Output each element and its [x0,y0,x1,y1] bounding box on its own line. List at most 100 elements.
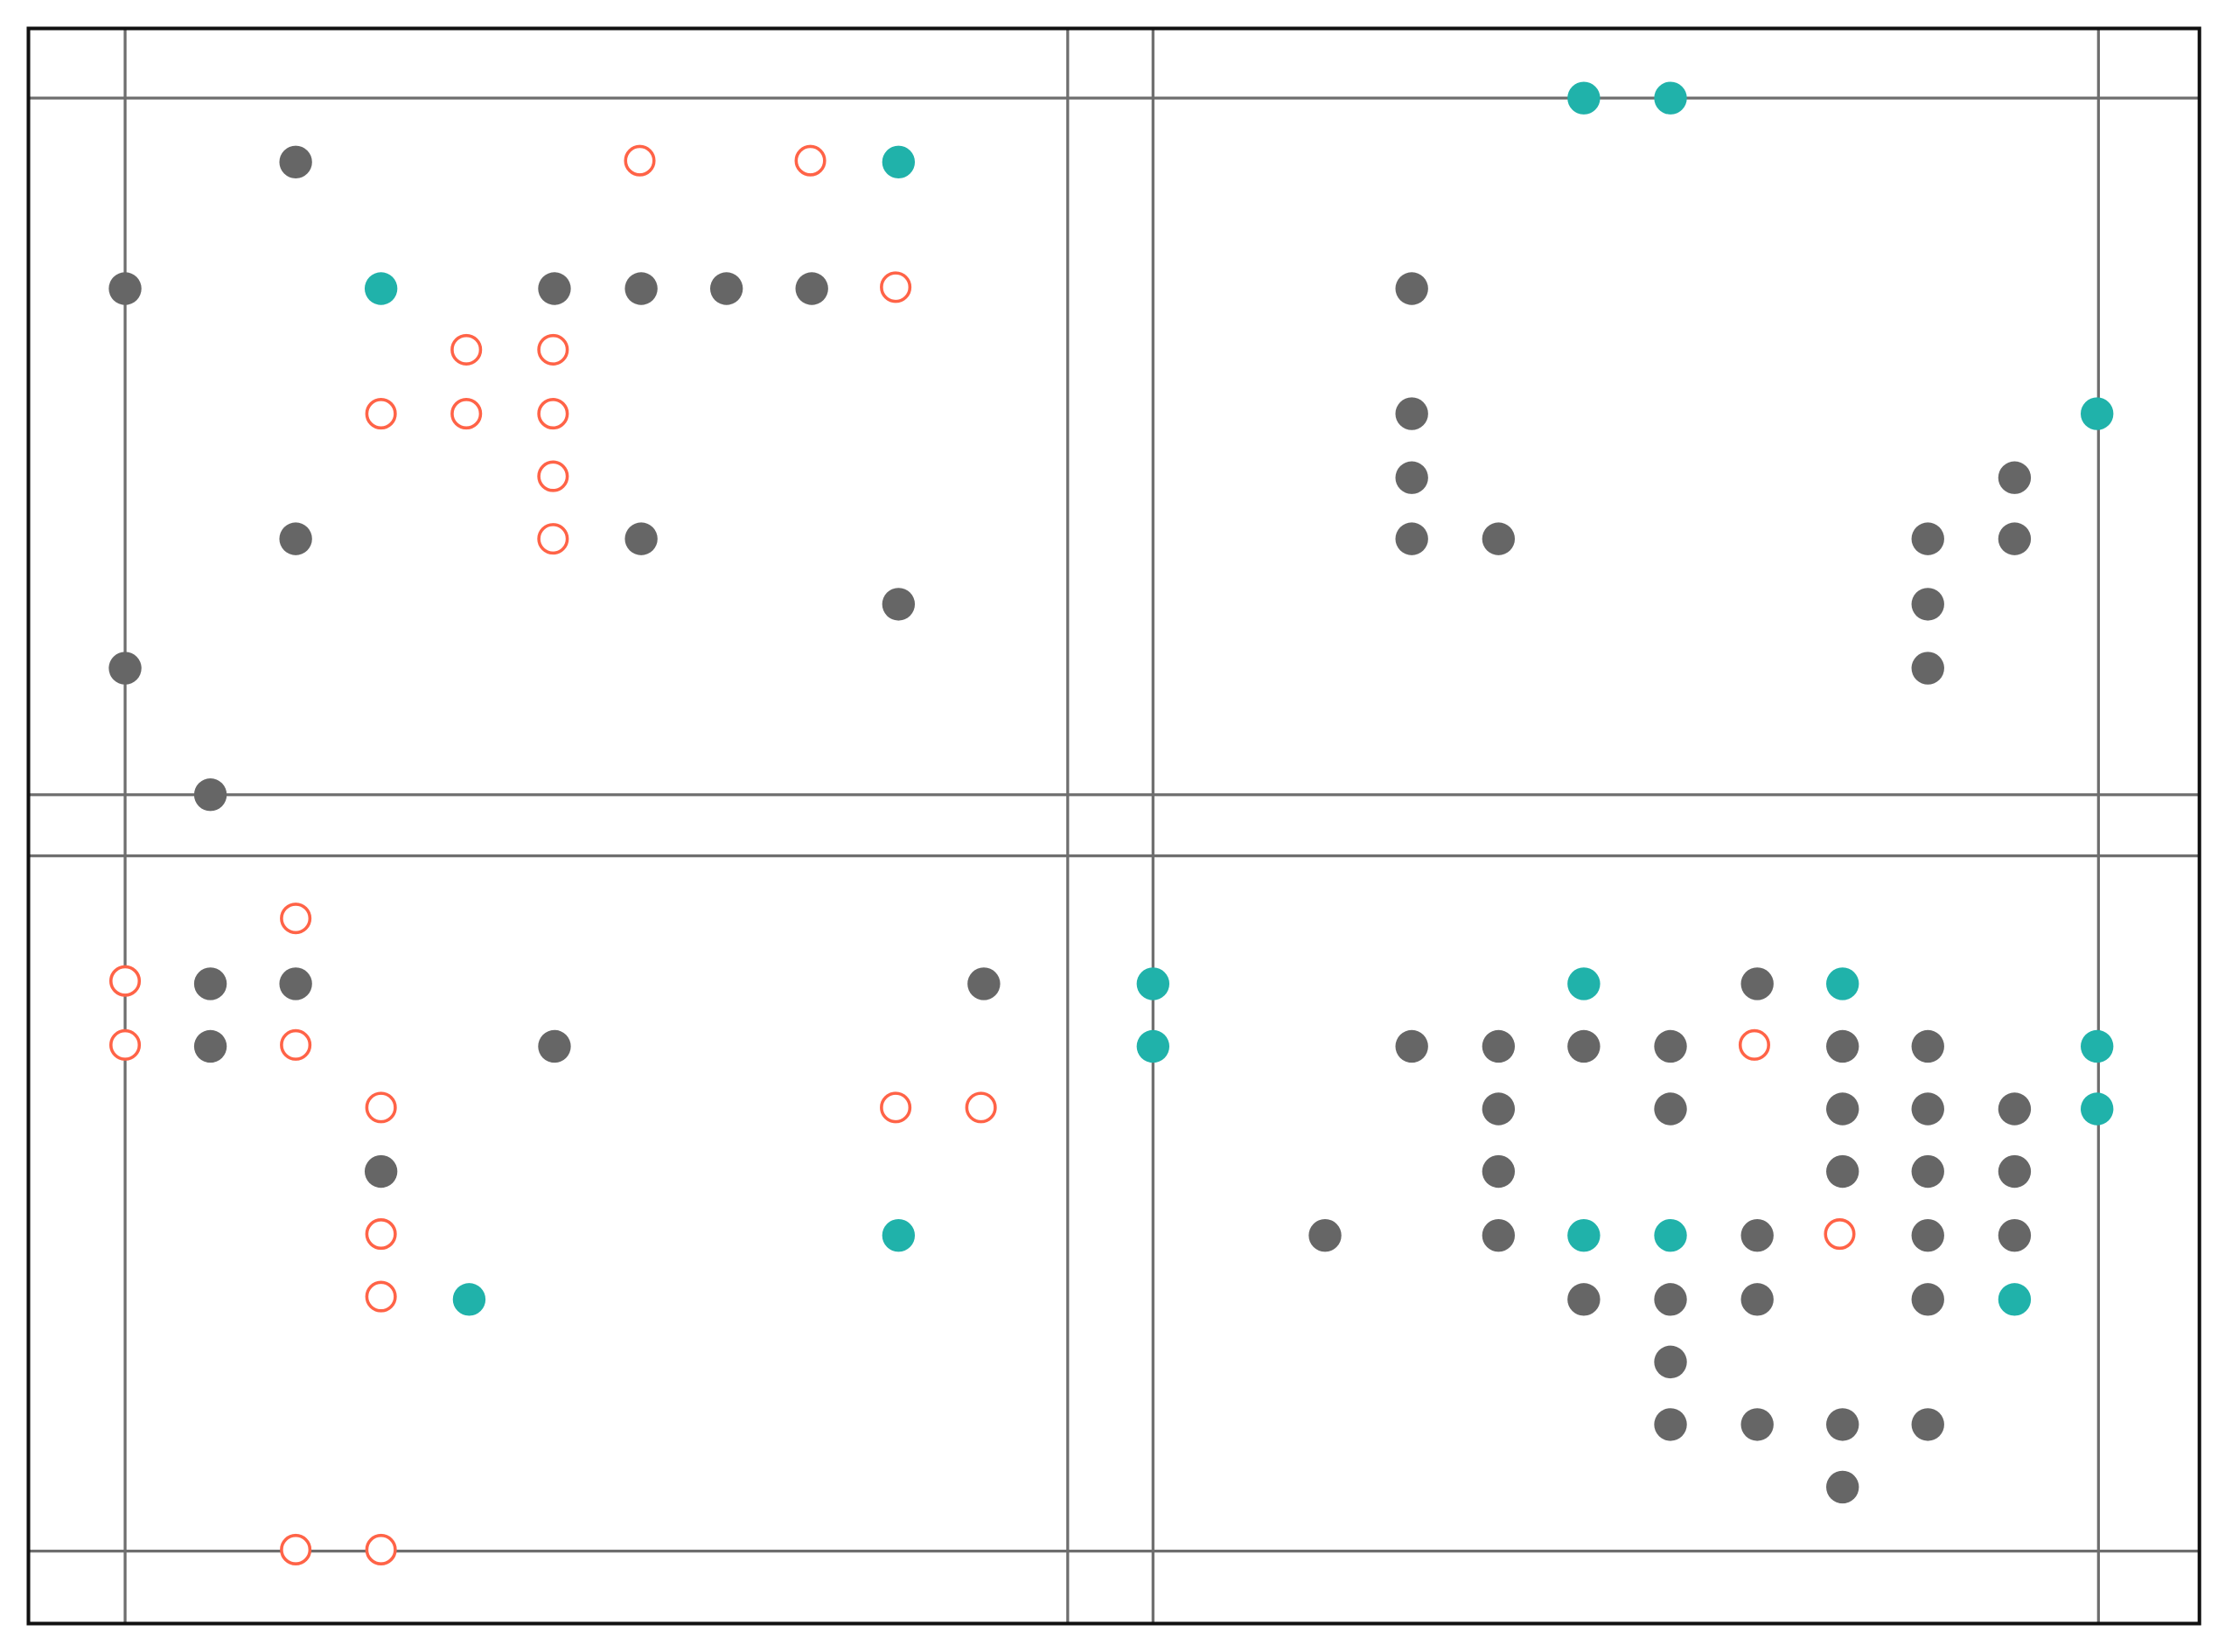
teal-dot [882,145,916,179]
open-dot [965,1091,997,1124]
teal-dot [364,272,398,305]
gray-dot [967,967,1001,1000]
open-dot [365,1218,397,1251]
open-dot [880,1091,912,1124]
gray-dot [279,522,312,555]
gray-dot [1654,1283,1687,1316]
gray-dot [193,778,227,812]
gray-dot [1911,1218,1944,1252]
gray-dot [1482,1029,1516,1063]
gray-dot [1826,1029,1859,1063]
gray-dot [1826,1154,1859,1188]
frame [26,26,2201,1626]
gray-dot [1482,522,1516,555]
gray-dot [1308,1218,1342,1252]
open-dot [280,903,312,935]
gray-dot [1482,1154,1516,1188]
gray-dot [279,145,312,179]
gray-dot [1826,1092,1859,1126]
open-dot [537,460,569,492]
open-dot [1824,1218,1856,1251]
gray-dot [1998,1154,2032,1188]
gray-dot [1998,1092,2032,1126]
gray-dot [1911,1283,1944,1316]
open-dot [794,144,827,177]
gray-dot [1911,588,1944,621]
gray-dot [1654,1408,1687,1441]
teal-dot [882,1218,916,1252]
open-dot [109,965,142,997]
gray-dot [1654,1029,1687,1063]
gray-dot [108,272,142,305]
gray-dot [1998,461,2032,494]
gray-dot [1911,1408,1944,1441]
teal-dot [1654,81,1687,115]
gray-dot [882,588,916,621]
gray-dot [1395,461,1428,494]
gray-dot [1826,1470,1859,1504]
open-dot [537,333,569,366]
gray-dot [1740,967,1774,1000]
open-dot [365,1533,397,1565]
teal-dot [452,1283,486,1316]
teal-dot [1136,1029,1170,1063]
gray-dot [108,652,142,685]
gray-dot [1911,522,1944,555]
gray-dot [1567,1029,1601,1063]
open-dot [365,398,397,430]
gray-dot [1395,397,1428,430]
open-dot [624,144,656,177]
gray-dot [1911,1154,1944,1188]
gray-dot [624,522,658,555]
gray-dot [1911,1092,1944,1126]
gray-dot [1654,1092,1687,1126]
gray-dot [1395,272,1428,305]
gray-dot [1482,1092,1516,1126]
gray-dot [279,967,312,1000]
teal-dot [2081,1029,2114,1063]
open-dot [365,1280,397,1313]
teal-dot [1136,967,1170,1000]
gray-dot [1740,1283,1774,1316]
teal-dot [1998,1283,2032,1316]
open-dot [280,1028,312,1061]
gray-dot [1395,522,1428,555]
open-dot [365,1091,397,1124]
gray-dot [1826,1408,1859,1441]
open-dot [1738,1028,1770,1061]
open-dot [109,1028,142,1061]
gray-dot [364,1154,398,1188]
gray-dot [1998,522,2032,555]
gray-dot [1911,1029,1944,1063]
gray-dot [538,1029,571,1063]
open-dot [280,1533,312,1565]
gray-dot [193,967,227,1000]
teal-dot [1654,1218,1687,1252]
teal-dot [1826,967,1859,1000]
teal-dot [1567,1218,1601,1252]
teal-dot [2081,397,2114,430]
gray-dot [709,272,743,305]
gray-dot [795,272,828,305]
teal-dot [2081,1092,2114,1126]
teal-dot [1567,81,1601,115]
gray-dot [1740,1218,1774,1252]
gray-dot [1567,1283,1601,1316]
gray-dot [538,272,571,305]
open-dot [450,398,483,430]
gray-dot [1654,1345,1687,1379]
gray-dot [624,272,658,305]
open-dot [450,333,483,366]
gray-dot [1482,1218,1516,1252]
open-dot [537,398,569,430]
open-dot [880,271,912,303]
gray-dot [1998,1218,2032,1252]
gray-dot [1911,652,1944,685]
teal-dot [1567,967,1601,1000]
open-dot [537,523,569,555]
gray-dot [193,1029,227,1063]
gray-dot [1740,1408,1774,1441]
